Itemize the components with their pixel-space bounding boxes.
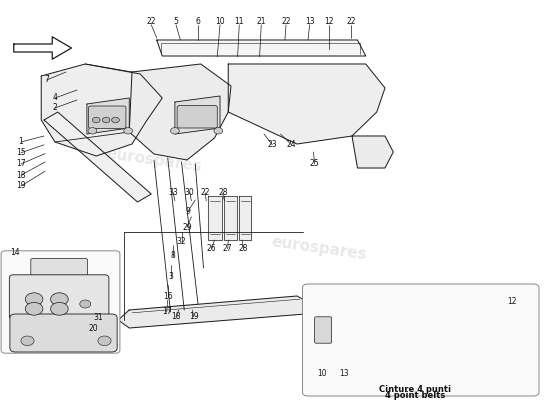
Text: eurospares: eurospares <box>105 146 203 174</box>
Text: 14: 14 <box>10 248 20 257</box>
Polygon shape <box>118 296 308 328</box>
Text: 18: 18 <box>16 171 26 180</box>
Polygon shape <box>314 334 528 354</box>
Text: 4: 4 <box>53 94 57 102</box>
Polygon shape <box>470 300 531 322</box>
Text: 22: 22 <box>346 18 356 26</box>
Circle shape <box>124 128 133 134</box>
Circle shape <box>170 128 179 134</box>
Text: 17: 17 <box>162 308 172 316</box>
Text: 9: 9 <box>186 207 190 216</box>
Text: 3: 3 <box>168 272 173 281</box>
Text: 21: 21 <box>256 18 266 26</box>
FancyBboxPatch shape <box>302 284 539 396</box>
Circle shape <box>214 128 223 134</box>
Circle shape <box>80 300 91 308</box>
FancyBboxPatch shape <box>9 275 109 319</box>
Text: 33: 33 <box>168 188 178 197</box>
Text: 22: 22 <box>146 18 156 26</box>
Text: 15: 15 <box>16 148 26 157</box>
Text: 23: 23 <box>267 140 277 149</box>
Text: 10: 10 <box>215 18 225 26</box>
Polygon shape <box>239 196 251 240</box>
Circle shape <box>112 117 119 123</box>
Text: 31: 31 <box>93 314 103 322</box>
FancyBboxPatch shape <box>31 258 87 276</box>
Text: 20: 20 <box>89 324 98 333</box>
Text: 10: 10 <box>317 370 327 378</box>
Text: 11: 11 <box>234 18 244 26</box>
Text: 2: 2 <box>53 104 57 112</box>
Text: Cinture 4 punti: Cinture 4 punti <box>379 385 451 394</box>
Text: eurospares: eurospares <box>270 234 368 262</box>
Circle shape <box>51 302 68 315</box>
Text: 12: 12 <box>324 18 334 26</box>
FancyBboxPatch shape <box>10 314 117 352</box>
Polygon shape <box>44 112 151 202</box>
Polygon shape <box>208 196 222 240</box>
Text: 17: 17 <box>16 160 26 168</box>
Circle shape <box>51 293 68 306</box>
FancyBboxPatch shape <box>315 317 332 343</box>
Text: 13: 13 <box>339 370 349 378</box>
Text: 8: 8 <box>171 252 175 260</box>
Polygon shape <box>224 196 236 240</box>
Polygon shape <box>87 98 129 134</box>
Text: 27: 27 <box>223 244 233 253</box>
Polygon shape <box>157 40 366 56</box>
Polygon shape <box>175 96 220 134</box>
Text: 16: 16 <box>163 292 173 301</box>
Text: 19: 19 <box>189 312 199 321</box>
Text: 7: 7 <box>45 76 49 84</box>
Text: 26: 26 <box>207 244 217 253</box>
Text: 24: 24 <box>287 140 296 149</box>
Text: 22: 22 <box>281 18 291 26</box>
Text: 18: 18 <box>171 312 181 321</box>
Text: 13: 13 <box>305 18 315 26</box>
FancyBboxPatch shape <box>89 106 126 128</box>
Polygon shape <box>41 64 162 156</box>
Text: 12: 12 <box>507 298 516 306</box>
FancyBboxPatch shape <box>177 106 217 128</box>
FancyBboxPatch shape <box>1 251 120 353</box>
Text: 32: 32 <box>177 238 186 246</box>
Circle shape <box>92 117 100 123</box>
Circle shape <box>25 302 43 315</box>
Text: 5: 5 <box>174 18 178 26</box>
Text: 28: 28 <box>239 244 249 253</box>
Text: 4 point belts: 4 point belts <box>385 391 446 400</box>
Text: 28: 28 <box>218 188 228 197</box>
Text: 19: 19 <box>16 182 26 190</box>
Circle shape <box>25 293 43 306</box>
Polygon shape <box>352 136 393 168</box>
Polygon shape <box>129 64 231 160</box>
Circle shape <box>21 336 34 346</box>
Text: 29: 29 <box>182 223 192 232</box>
Text: 22: 22 <box>200 188 210 197</box>
Text: 25: 25 <box>310 160 320 168</box>
Text: 30: 30 <box>185 188 195 197</box>
Circle shape <box>98 336 111 346</box>
Circle shape <box>102 117 110 123</box>
Text: 1: 1 <box>19 138 23 146</box>
Polygon shape <box>228 64 385 144</box>
Circle shape <box>88 128 97 134</box>
Text: 6: 6 <box>196 18 200 26</box>
